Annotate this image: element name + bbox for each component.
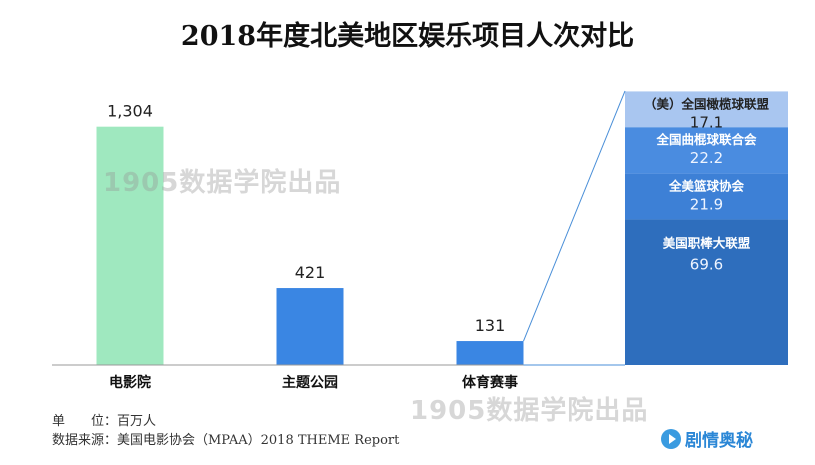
- brand-logo: 剧情奥秘: [661, 426, 753, 451]
- segment-value-label: 17.1: [690, 113, 723, 131]
- stack-segment: [625, 219, 788, 365]
- bar-value-label: 1,304: [107, 102, 153, 121]
- segment-name-label: （美）全国橄榄球联盟: [644, 96, 770, 111]
- segment-name-label: 全国曲棍球联合会: [655, 132, 757, 147]
- category-label: 电影院: [109, 374, 151, 391]
- stack-segment: [625, 173, 788, 220]
- category-label: 体育赛事: [462, 374, 518, 391]
- watermark: 1905数据学院出品: [410, 396, 649, 426]
- source-note: 数据来源：美国电影协会（MPAA）2018 THEME Report: [52, 433, 400, 448]
- bar: [276, 288, 344, 365]
- category-label: 主题公园: [282, 374, 338, 391]
- stack-segment: [625, 127, 788, 174]
- segment-value-label: 22.2: [690, 149, 723, 167]
- bar: [96, 126, 164, 365]
- bar: [456, 341, 524, 365]
- segment-name-label: 全美篮球协会: [668, 179, 745, 194]
- segment-value-label: 21.9: [690, 196, 723, 214]
- bar-value-label: 421: [295, 263, 326, 282]
- segment-value-label: 69.6: [690, 255, 723, 273]
- play-icon: [661, 428, 681, 449]
- watermark: 1905数据学院出品: [103, 168, 342, 198]
- bar-value-label: 131: [475, 316, 506, 335]
- connector-line: [523, 90, 626, 342]
- brand-text: 剧情奥秘: [685, 431, 753, 451]
- chart-title: 2018年度北美地区娱乐项目人次对比: [180, 21, 635, 52]
- unit-note: 单 位：百万人: [52, 414, 157, 429]
- segment-name-label: 美国职棒大联盟: [663, 235, 751, 250]
- stack-segment: [625, 91, 788, 128]
